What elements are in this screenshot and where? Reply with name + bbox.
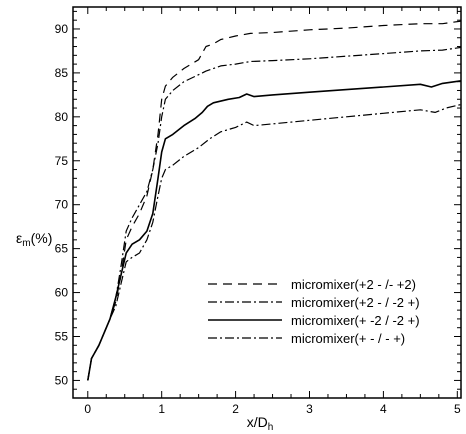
legend-entry-label: micromixer(+ -2 / -2 +) [291, 313, 420, 328]
series-lines [87, 20, 462, 381]
plot-border [72, 6, 462, 399]
x-tick-label: 0 [84, 402, 91, 416]
legend-entry-label: micromixer(+2 - / -2 +) [291, 295, 420, 310]
legend-entry-label: micromixer(+ - / - +) [291, 331, 405, 346]
y-tick-label: 55 [55, 329, 69, 343]
y-tick-label: 90 [55, 22, 69, 36]
x-axis-label: x/Dh [247, 414, 274, 433]
series-line [87, 46, 462, 381]
series-line [87, 103, 462, 381]
x-tick-label: 5 [454, 402, 461, 416]
y-axis-label: εm(%) [16, 230, 52, 249]
x-tick-label: 2 [232, 402, 239, 416]
series-line [87, 20, 462, 381]
x-tick-label: 1 [158, 402, 165, 416]
x-axis: 0 1 2 3 4 5 [84, 7, 461, 416]
y-axis: 50 55 60 65 70 75 80 85 90 [55, 10, 461, 390]
legend: micromixer(+2 - /- +2) micromixer(+2 - / … [208, 277, 420, 346]
y-tick-label: 50 [55, 373, 69, 387]
legend-entry-label: micromixer(+2 - /- +2) [291, 277, 416, 292]
plot-frame [72, 6, 462, 399]
x-tick-label: 3 [306, 402, 313, 416]
y-tick-label: 80 [55, 110, 69, 124]
y-tick-label: 85 [55, 66, 69, 80]
y-tick-label: 75 [55, 154, 69, 168]
y-tick-label: 65 [55, 242, 69, 256]
y-tick-label: 70 [55, 198, 69, 212]
y-tick-label: 60 [55, 286, 69, 300]
x-tick-label: 4 [380, 402, 387, 416]
series-line [87, 80, 462, 381]
